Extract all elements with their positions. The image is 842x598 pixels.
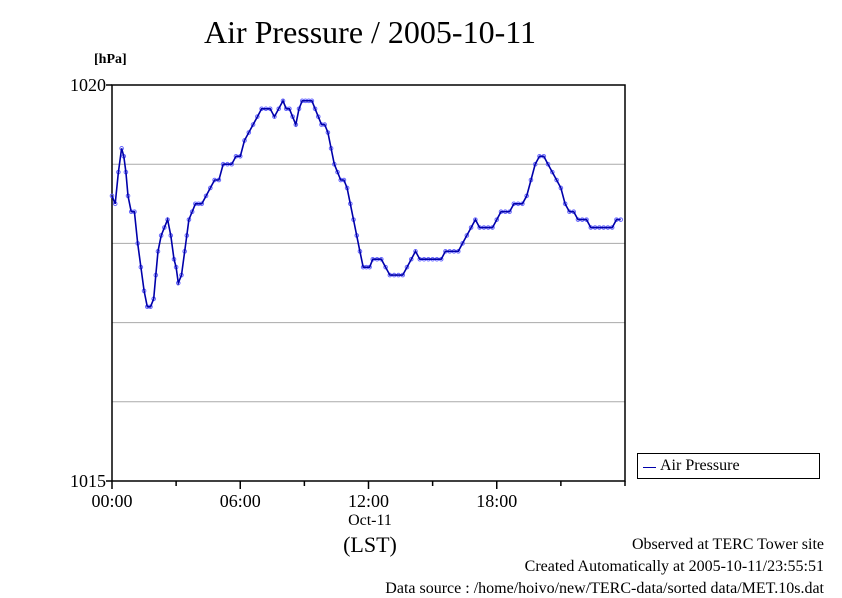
y-tick-label: 1020 [70, 75, 106, 95]
data-point [383, 264, 388, 270]
data-point [468, 225, 474, 230]
data-point [276, 106, 282, 112]
legend-label: Air Pressure [660, 457, 740, 474]
data-point [208, 185, 213, 191]
data-point [404, 264, 410, 270]
legend-box [637, 453, 820, 479]
plot-frame [111, 84, 626, 482]
footer-source: Data source : /home/hoivo/new/TERC-data/… [385, 580, 824, 597]
data-point [272, 114, 277, 119]
data-markers [109, 98, 624, 310]
data-point [255, 114, 260, 119]
axis-ticks [106, 84, 626, 489]
data-point [464, 233, 470, 238]
data-point [473, 217, 478, 222]
series-line-air-pressure [111, 98, 621, 308]
data-point [550, 169, 555, 175]
legend-swatch [643, 467, 656, 468]
footer-created: Created Automatically at 2005-10-11/23:5… [524, 558, 824, 575]
data-point [413, 249, 418, 254]
gridlines [112, 163, 625, 403]
y-tick-label: 1015 [70, 471, 106, 491]
y-axis-unit-label: [hPa] [94, 52, 127, 67]
x-tick-label: 18:00 [476, 491, 517, 511]
data-point [246, 130, 252, 135]
data-point [408, 256, 414, 262]
x-tick-label: 06:00 [220, 491, 261, 511]
data-point [203, 193, 209, 199]
x-axis-title: (LST) [343, 532, 397, 557]
x-tick-label: 12:00 [348, 491, 389, 511]
x-date-label: Oct-11 [348, 512, 392, 529]
data-point [494, 217, 500, 222]
footer-observed: Observed at TERC Tower site [631, 536, 824, 553]
data-point [250, 122, 256, 127]
chart-title: Air Pressure / 2005-10-11 [203, 14, 537, 50]
data-point [545, 161, 551, 167]
data-point [554, 177, 559, 183]
data-point [460, 241, 465, 246]
x-tick-label: 00:00 [91, 491, 132, 511]
